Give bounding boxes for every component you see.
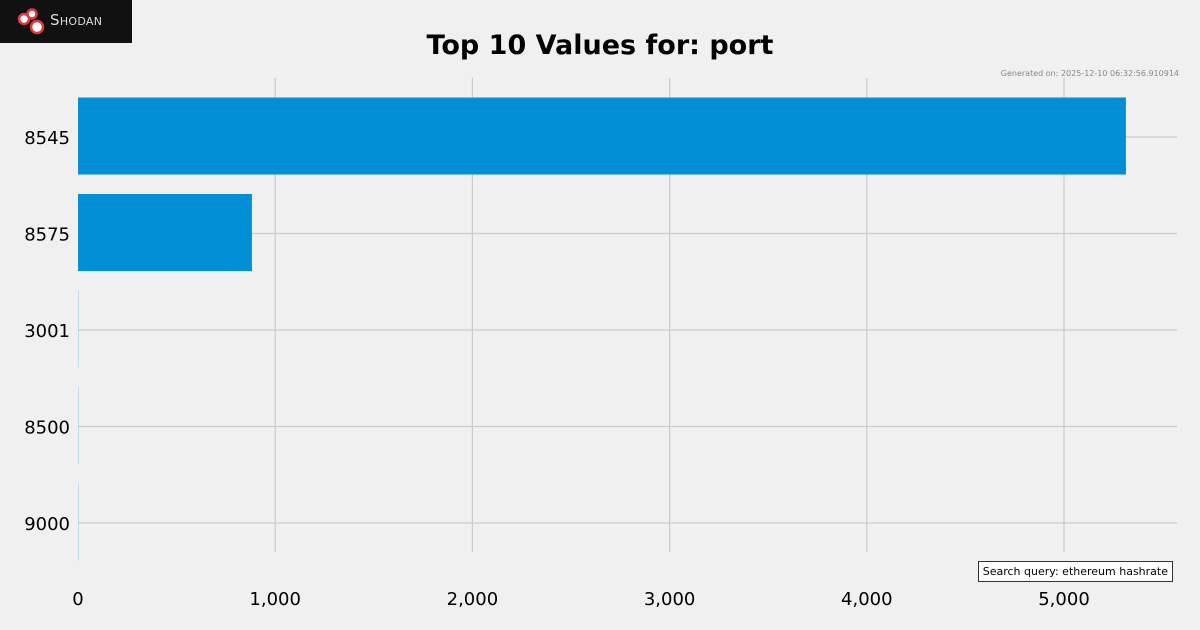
y-tick-label: 8500 xyxy=(24,418,70,439)
bar-8575 xyxy=(78,194,252,271)
x-tick-label: 2,000 xyxy=(447,589,499,610)
search-query-label: Search query: ethereum hashrate xyxy=(977,561,1173,582)
x-tick-label: 1,000 xyxy=(249,589,301,610)
y-tick-label: 8545 xyxy=(24,128,70,149)
logo-text: Shodan xyxy=(50,11,103,29)
shodan-logo-icon xyxy=(17,8,45,35)
generated-timestamp: Generated on: 2025-12-10 06:32:56.910914 xyxy=(1000,69,1179,78)
y-tick-label: 8575 xyxy=(24,225,70,246)
chart-title: Top 10 Values for: port xyxy=(427,30,774,61)
x-tick-label: 0 xyxy=(72,589,83,610)
x-tick-label: 3,000 xyxy=(644,589,696,610)
x-tick-label: 5,000 xyxy=(1038,589,1090,610)
y-tick-label: 9000 xyxy=(24,514,70,535)
bar-8545 xyxy=(78,97,1126,175)
shodan-logo: Shodan xyxy=(0,0,132,43)
x-tick-label: 4,000 xyxy=(841,589,893,610)
y-tick-label: 3001 xyxy=(24,321,70,342)
